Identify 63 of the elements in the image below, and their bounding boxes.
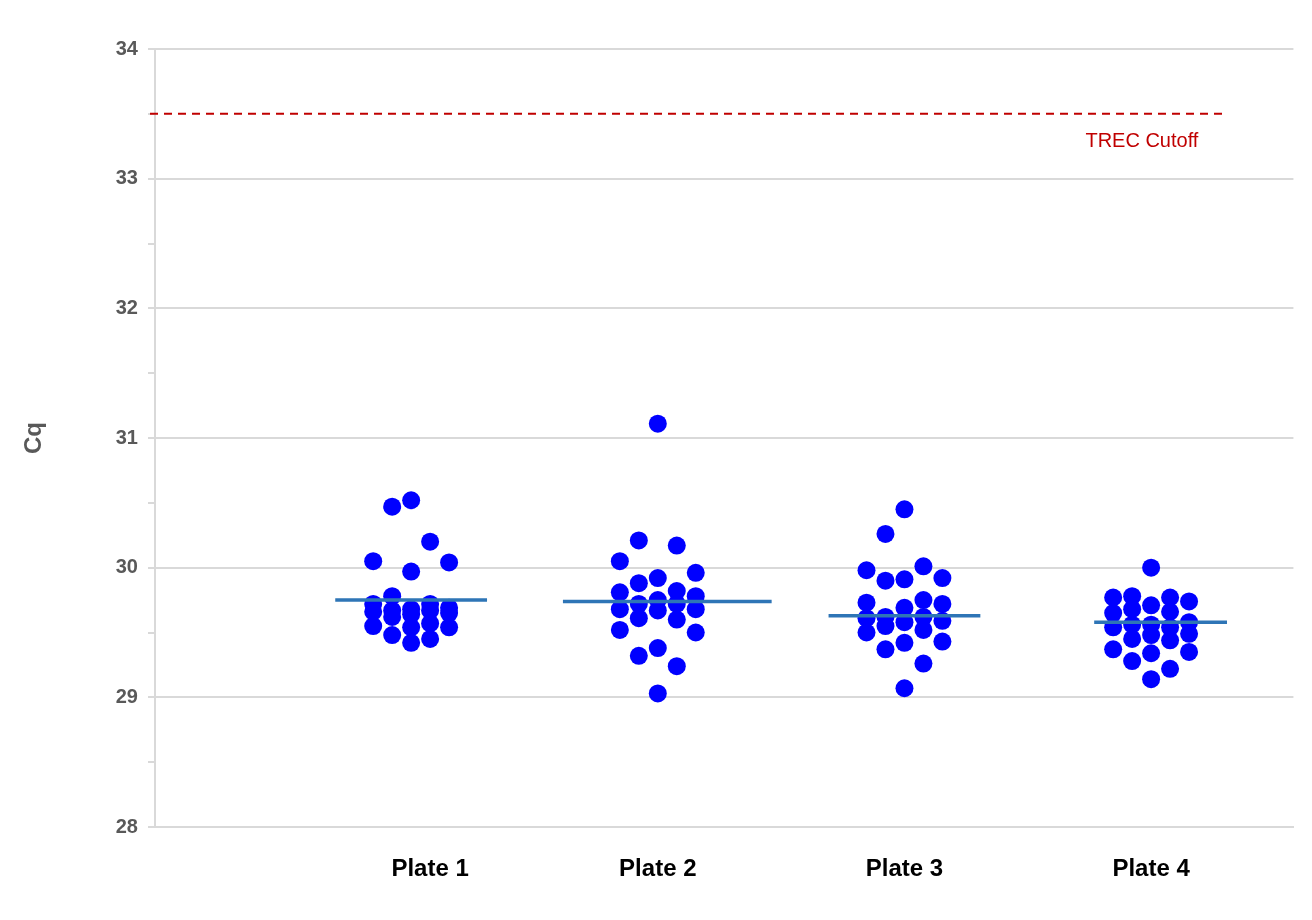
y-tick-label: 28 xyxy=(115,814,138,837)
point xyxy=(876,524,895,543)
point xyxy=(1104,588,1123,607)
point xyxy=(610,583,629,602)
point xyxy=(648,684,667,703)
point xyxy=(1161,588,1180,607)
point xyxy=(895,633,914,652)
point xyxy=(402,562,421,581)
point xyxy=(686,623,705,642)
point xyxy=(857,593,876,612)
ref-line-label: TREC Cutoff xyxy=(1085,129,1199,152)
point xyxy=(914,591,933,610)
point xyxy=(895,570,914,589)
point xyxy=(421,532,440,551)
point xyxy=(629,531,648,550)
point xyxy=(1123,652,1142,671)
point xyxy=(933,632,952,651)
point xyxy=(402,491,421,510)
point xyxy=(421,629,440,648)
x-tick-label: Plate 4 xyxy=(1112,854,1191,882)
point xyxy=(895,500,914,519)
point xyxy=(402,633,421,652)
y-tick-label: 31 xyxy=(115,425,138,448)
point xyxy=(629,574,648,593)
point xyxy=(629,646,648,665)
point xyxy=(667,536,686,555)
point xyxy=(1142,558,1161,577)
y-tick-label: 32 xyxy=(115,295,138,318)
point xyxy=(667,610,686,629)
y-tick-label: 30 xyxy=(115,555,138,578)
point xyxy=(383,497,402,516)
point xyxy=(1142,670,1161,689)
point xyxy=(364,552,383,571)
point xyxy=(1180,592,1199,611)
point xyxy=(1142,644,1161,663)
point xyxy=(914,557,933,576)
point xyxy=(648,639,667,658)
x-tick-label: Plate 2 xyxy=(619,854,697,882)
point xyxy=(686,563,705,582)
point xyxy=(648,569,667,588)
point xyxy=(610,552,629,571)
point xyxy=(933,594,952,613)
y-tick-label: 34 xyxy=(115,36,139,59)
point xyxy=(610,620,629,639)
point xyxy=(857,561,876,580)
x-tick-label: Plate 1 xyxy=(391,854,469,882)
point xyxy=(933,569,952,588)
point xyxy=(1180,642,1199,661)
point xyxy=(667,657,686,676)
y-tick-label: 29 xyxy=(115,684,138,707)
point xyxy=(1161,659,1180,678)
point xyxy=(895,679,914,698)
point xyxy=(914,654,933,673)
point xyxy=(1142,596,1161,615)
point xyxy=(383,626,402,645)
point xyxy=(440,553,459,572)
x-tick-label: Plate 3 xyxy=(865,854,944,882)
point xyxy=(1104,640,1123,659)
point xyxy=(876,640,895,659)
y-tick-label: 33 xyxy=(115,166,138,189)
y-axis-title: Cq xyxy=(19,422,47,454)
point xyxy=(648,414,667,433)
point xyxy=(876,571,895,590)
